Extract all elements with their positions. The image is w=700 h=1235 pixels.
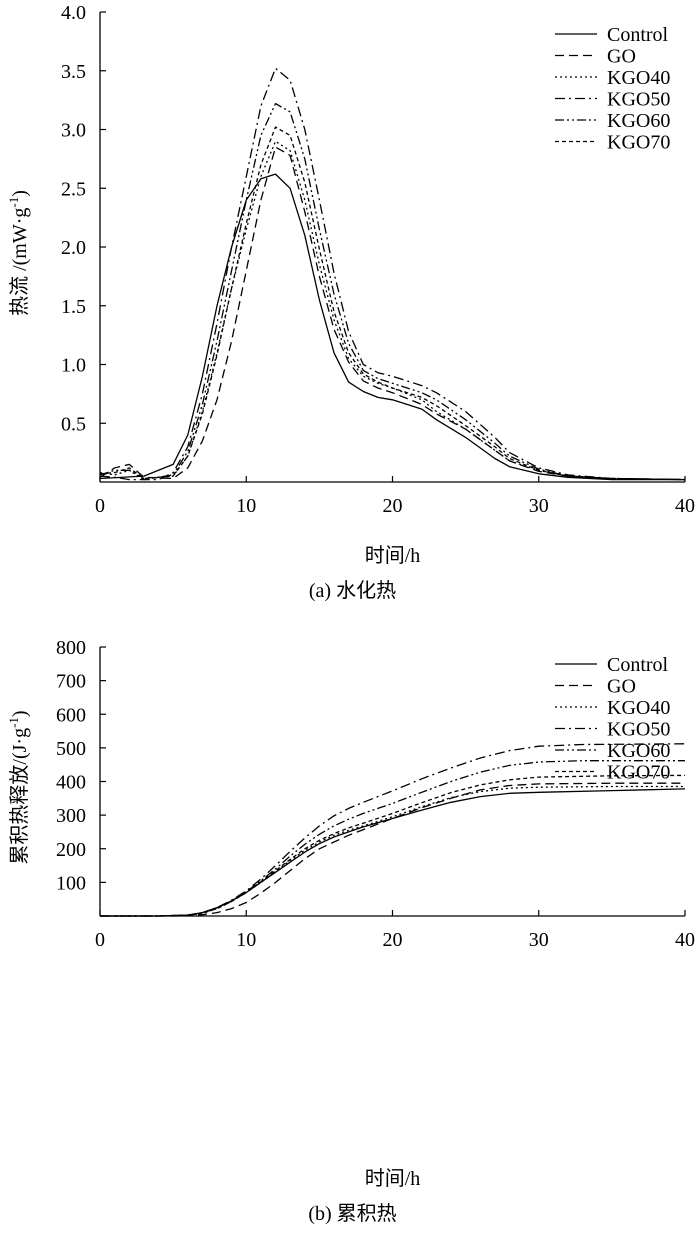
x-tick-label-a: 30 [529, 495, 549, 517]
y-tick-label-b: 800 [56, 637, 86, 659]
legend-label-b-kgo40: KGO40 [607, 697, 670, 719]
x-tick-label-a: 10 [236, 495, 256, 517]
y-tick-label-b: 300 [56, 805, 86, 827]
y-tick-label-b: 200 [56, 839, 86, 861]
x-axis-title-b: 时间/h [365, 1167, 421, 1190]
legend-label-b-control: Control [607, 654, 669, 676]
y-tick-label-a: 3.0 [61, 120, 86, 142]
y-tick-label-a: 1.5 [61, 296, 86, 318]
caption-a: (a) 水化热 [309, 579, 396, 602]
series-line-a-go [99, 146, 686, 481]
series-line-b-kgo40 [100, 785, 685, 917]
series-line-a-kgo60 [99, 102, 686, 481]
y-axis-title-b: 累积热释放/(J·g-1) [6, 710, 31, 864]
x-tick-label-b: 40 [675, 929, 695, 951]
series-line-a-kgo70 [99, 126, 686, 481]
y-tick-label-b: 700 [56, 671, 86, 693]
series-line-b-kgo50 [100, 743, 686, 917]
legend-label-b-kgo60: KGO60 [607, 740, 670, 762]
y-tick-label-b: 100 [56, 872, 86, 894]
series-line-b-control [100, 788, 686, 917]
x-tick-label-b: 20 [383, 929, 403, 951]
y-tick-label-a: 0.5 [61, 413, 86, 435]
x-tick-label-a: 0 [95, 495, 105, 517]
legend-label-a-kgo50: KGO50 [607, 89, 670, 111]
y-axis-title-a: 热流 /(mW·g-1) [6, 190, 31, 316]
x-tick-label-a: 40 [675, 495, 695, 517]
caption-b: (b) 累积热 [308, 1202, 396, 1225]
series-line-a-kgo40 [99, 140, 686, 481]
legend-label-a-kgo60: KGO60 [607, 110, 670, 132]
y-tick-label-a: 1.0 [61, 355, 86, 377]
legend-label-b-kgo50: KGO50 [607, 719, 670, 741]
y-tick-label-b: 400 [56, 772, 86, 794]
panel-a-hydration-heat-flow: 0.5 1.0 1.5 2.0 2.5 3.0 3.5 4.0 0 10 20 30 40 时间/h 热流 … [6, 2, 695, 602]
y-tick-label-a: 2.5 [61, 178, 86, 200]
y-tick-label-b: 600 [56, 704, 86, 726]
legend-label-a-control: Control [607, 24, 669, 46]
y-tick-label-a: 4.0 [61, 2, 86, 24]
series-line-a-control [99, 173, 685, 481]
x-tick-label-b: 30 [529, 929, 549, 951]
x-tick-label-a: 20 [383, 495, 403, 517]
series-line-b-kgo60 [100, 760, 685, 917]
series-line-b-kgo70 [100, 774, 686, 917]
legend-label-b-go: GO [607, 676, 636, 698]
y-tick-label-b: 500 [56, 738, 86, 760]
y-tick-label-a: 2.0 [61, 237, 86, 259]
legend-label-b-kgo70: KGO70 [607, 762, 670, 784]
x-axis-title-a: 时间/h [365, 544, 421, 567]
series-line-b-go [100, 782, 685, 917]
x-tick-label-b: 10 [236, 929, 256, 951]
x-tick-label-b: 0 [95, 929, 105, 951]
panel-b-cumulative-heat: 100 200 300 400 500 600 700 800 0 10 20 30 40 时间/h 累积热… [6, 637, 695, 1225]
legend-label-a-kgo40: KGO40 [607, 67, 670, 89]
legend-label-a-go: GO [607, 46, 636, 68]
y-tick-label-a: 3.5 [61, 61, 86, 83]
legend-label-a-kgo70: KGO70 [607, 132, 670, 154]
series-line-a-kgo50 [99, 67, 686, 481]
